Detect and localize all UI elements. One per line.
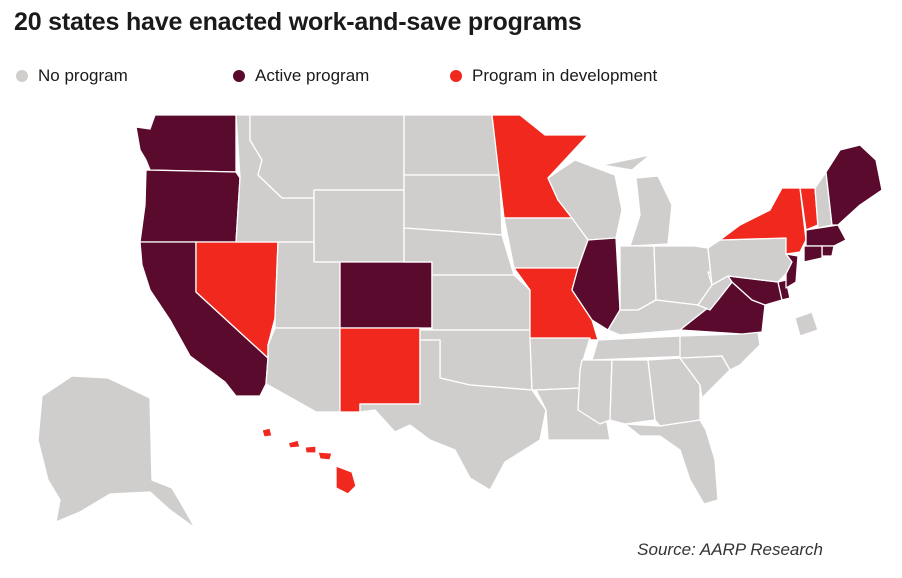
- active-program-swatch: [233, 70, 245, 82]
- legend-label-active-program: Active program: [255, 66, 370, 85]
- state-nj[interactable]: [785, 253, 799, 289]
- state-oh[interactable]: [653, 245, 713, 306]
- state-ny[interactable]: [719, 187, 807, 255]
- legend-label-program-in-development: Program in development: [472, 66, 658, 85]
- state-fl[interactable]: [624, 419, 719, 505]
- state-sd[interactable]: [403, 174, 503, 236]
- state-nm[interactable]: [339, 327, 421, 413]
- state-or[interactable]: [139, 169, 241, 243]
- state-mt[interactable]: [249, 114, 405, 199]
- legend: No program Active program Program in dev…: [16, 66, 876, 88]
- state-mi[interactable]: [601, 154, 673, 247]
- state-ks[interactable]: [431, 274, 531, 331]
- source-note: Source: AARP Research: [637, 540, 823, 559]
- state-in[interactable]: [619, 245, 657, 311]
- legend-item-program-in-development: Program in development: [450, 66, 657, 86]
- legend-item-no-program: No program: [16, 66, 128, 86]
- state-ri[interactable]: [821, 245, 835, 257]
- state-ma[interactable]: [805, 224, 847, 247]
- state-dc[interactable]: [794, 311, 819, 337]
- chart-title: 20 states have enacted work-and-save pro…: [14, 8, 582, 36]
- state-ct[interactable]: [803, 245, 823, 263]
- state-ia[interactable]: [503, 217, 589, 269]
- state-co[interactable]: [339, 261, 433, 329]
- state-wy[interactable]: [313, 189, 405, 263]
- program-in-development-swatch: [450, 70, 462, 82]
- state-wa[interactable]: [135, 114, 237, 173]
- legend-item-active-program: Active program: [233, 66, 369, 86]
- state-tx[interactable]: [359, 339, 547, 491]
- legend-label-no-program: No program: [38, 66, 128, 85]
- state-az[interactable]: [265, 327, 341, 413]
- state-nd[interactable]: [403, 114, 501, 176]
- state-ak[interactable]: [37, 375, 196, 529]
- state-al[interactable]: [609, 359, 656, 425]
- state-pa[interactable]: [707, 237, 793, 286]
- state-me[interactable]: [825, 144, 883, 226]
- state-hi[interactable]: [261, 427, 357, 495]
- state-il[interactable]: [571, 237, 621, 331]
- no-program-swatch: [16, 70, 28, 82]
